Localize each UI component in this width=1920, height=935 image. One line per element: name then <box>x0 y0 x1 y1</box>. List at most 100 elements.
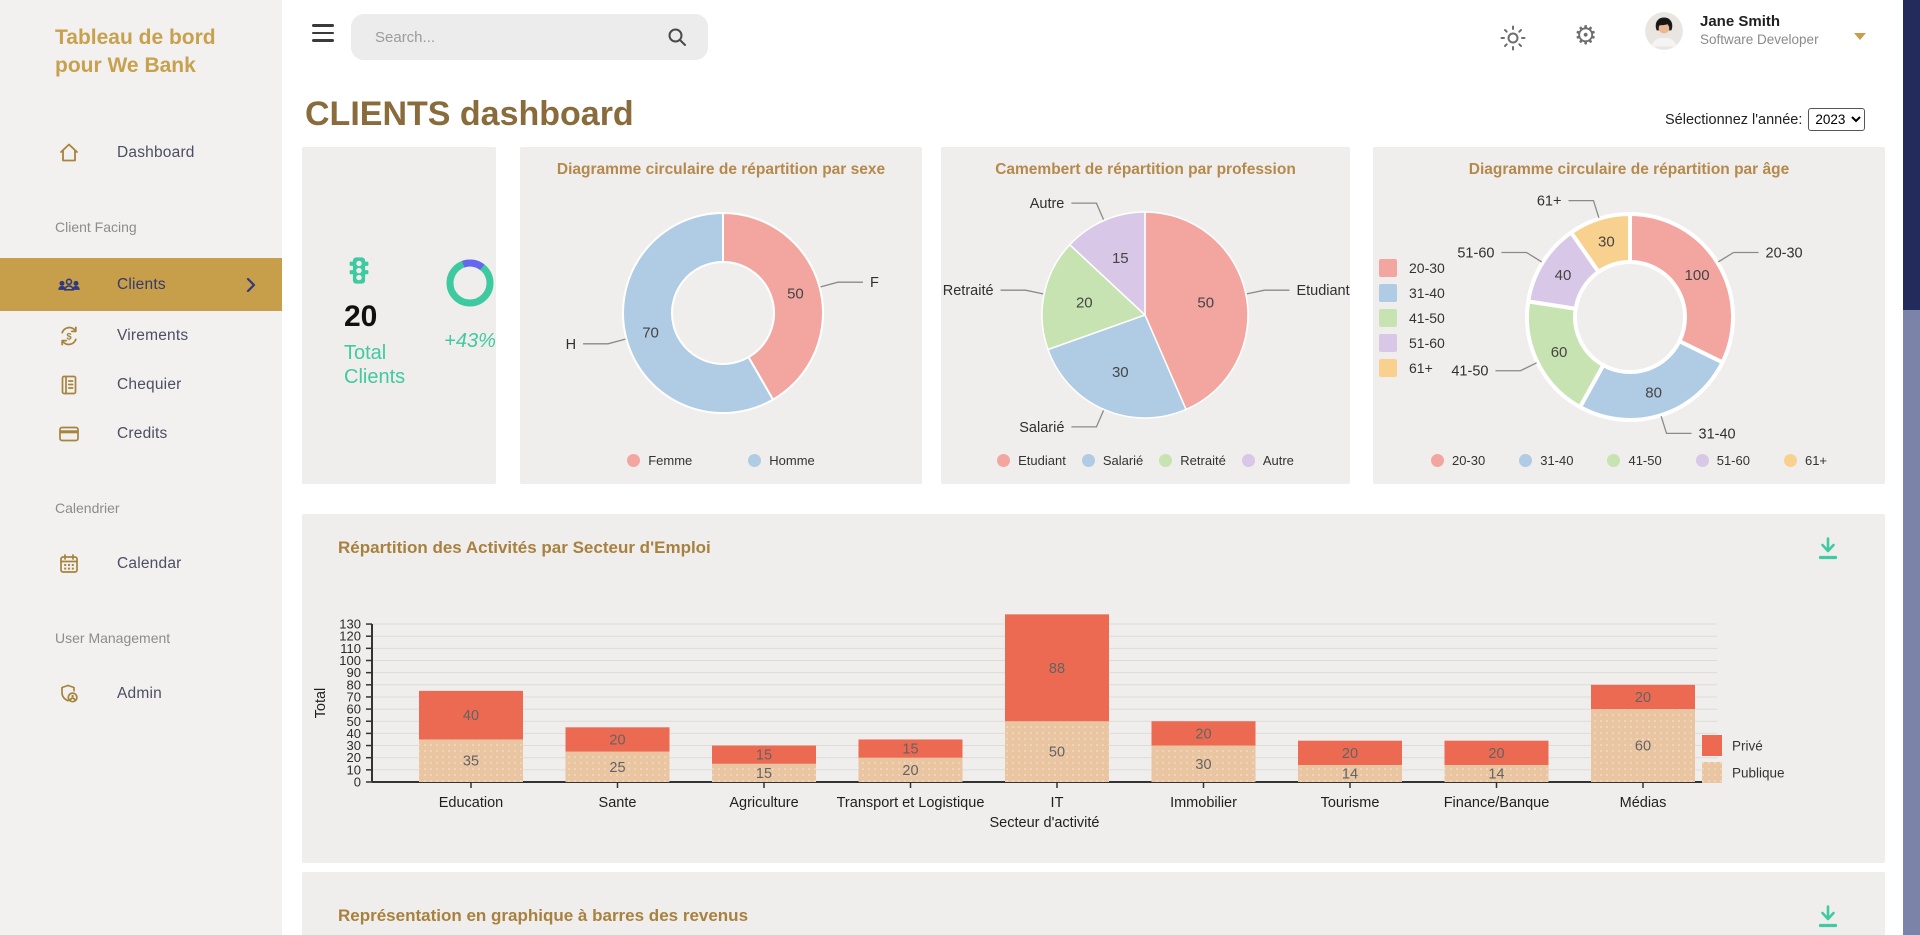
theme-toggle-sun-icon[interactable] <box>1500 25 1526 56</box>
stat-right-column: +43% <box>444 255 496 389</box>
avatar[interactable] <box>1645 12 1683 50</box>
donut-chart-age: 100 20-30 80 31-40 60 41-50 40 51-60 30 61+ <box>1451 194 1803 443</box>
legend-swatch <box>1379 259 1397 277</box>
svg-text:61+: 61+ <box>1537 194 1562 210</box>
download-icon[interactable] <box>1817 904 1839 935</box>
svg-text:70: 70 <box>642 324 659 341</box>
svg-text:30: 30 <box>1112 364 1129 381</box>
svg-text:Education: Education <box>439 795 504 811</box>
chart-card-revenus: Représentation en graphique à barres des… <box>302 872 1885 935</box>
svg-text:31-40: 31-40 <box>1699 426 1736 442</box>
sidebar-item-label: Clients <box>117 275 166 293</box>
svg-text:50: 50 <box>1049 745 1065 761</box>
search-input[interactable] <box>375 14 635 60</box>
stat-left-column: 20 Total Clients <box>344 255 418 389</box>
chart-title-age: Diagramme circulaire de répartition par … <box>1468 161 1790 178</box>
legend-item: 20-30 <box>1430 453 1485 468</box>
legend-item: Retraité <box>1159 453 1226 468</box>
legend-dot <box>1695 454 1709 467</box>
sidebar-section-calendrier: Calendrier <box>55 500 120 517</box>
scrollbar-thumb[interactable] <box>1903 0 1920 310</box>
chart-title-secteurs: Répartition des Activités par Secteur d'… <box>338 538 711 557</box>
svg-text:60: 60 <box>347 702 361 717</box>
svg-text:40: 40 <box>347 726 361 741</box>
legend-item: Salarié <box>1081 453 1143 468</box>
sidebar-item-virements[interactable]: $ Virements <box>0 311 282 360</box>
svg-text:Sante: Sante <box>599 795 637 811</box>
svg-text:20: 20 <box>1488 746 1504 762</box>
svg-text:Autre: Autre <box>1030 196 1065 212</box>
svg-text:35: 35 <box>463 754 479 770</box>
sidebar-item-dashboard[interactable]: Dashboard <box>0 128 282 177</box>
legend-item: 61+ <box>1783 453 1827 468</box>
legend-dot <box>748 454 762 467</box>
total-clients-label: Total Clients <box>344 342 406 388</box>
svg-text:Total: Total <box>313 688 329 719</box>
svg-text:130: 130 <box>339 617 361 632</box>
svg-text:Médias: Médias <box>1620 795 1667 811</box>
legend-dot <box>1159 454 1173 467</box>
legend-item: 61+ <box>1379 359 1445 377</box>
search-bar <box>351 14 708 60</box>
donut-chart-sexe: 50 F 70 H <box>566 212 879 414</box>
main-content: ⚙ Jane Smith Software Developer CLIENTS … <box>282 0 1903 935</box>
legend-item: 51-60 <box>1379 334 1445 352</box>
svg-text:80: 80 <box>347 677 361 692</box>
svg-text:Publique: Publique <box>1732 766 1785 781</box>
scrollbar-track[interactable] <box>1903 0 1920 935</box>
svg-text:88: 88 <box>1049 661 1065 677</box>
year-select-label: Sélectionnez l'année: <box>1665 111 1803 128</box>
svg-text:30: 30 <box>1598 234 1615 251</box>
svg-text:Salarié: Salarié <box>1019 420 1064 436</box>
svg-text:Tourisme: Tourisme <box>1321 795 1380 811</box>
sidebar-item-admin[interactable]: Admin <box>0 669 282 718</box>
svg-text:15: 15 <box>756 748 772 764</box>
sidebar-item-label: Virements <box>117 326 189 344</box>
svg-text:40: 40 <box>1555 267 1572 284</box>
svg-text:20: 20 <box>1195 726 1211 742</box>
user-menu[interactable]: Jane Smith Software Developer <box>1700 13 1819 47</box>
svg-text:0: 0 <box>354 775 361 790</box>
chart-title-sexe: Diagramme circulaire de répartition par … <box>556 161 886 178</box>
search-icon[interactable] <box>666 26 688 53</box>
svg-text:20-30: 20-30 <box>1766 245 1803 261</box>
sidebar-item-label: Calendar <box>117 554 182 572</box>
sidebar-item-clients[interactable]: Clients <box>0 258 282 312</box>
chart-legend: 20-30 31-40 41-50 51-60 61+ <box>1373 453 1885 468</box>
legend-dot <box>1081 454 1095 467</box>
year-select[interactable]: 2023 <box>1808 108 1866 131</box>
legend-swatch <box>1379 359 1397 377</box>
chevron-down-icon[interactable] <box>1854 33 1866 40</box>
svg-text:50: 50 <box>347 714 361 729</box>
svg-text:120: 120 <box>339 629 361 644</box>
stat-card-total-clients: 20 Total Clients +43% <box>302 147 496 484</box>
legend-swatch <box>1379 309 1397 327</box>
svg-text:30: 30 <box>347 738 361 753</box>
user-name: Jane Smith <box>1700 13 1781 30</box>
legend-item: Homme <box>748 453 815 468</box>
user-role: Software Developer <box>1700 32 1819 47</box>
svg-text:Immobilier: Immobilier <box>1170 795 1237 811</box>
traffic-light-icon <box>344 257 374 291</box>
settings-gear-icon[interactable]: ⚙ <box>1574 20 1598 50</box>
sidebar-item-chequier[interactable]: Chequier <box>0 360 282 409</box>
hamburger-menu-icon[interactable] <box>312 24 334 42</box>
legend-dot <box>1430 454 1444 467</box>
chart-title-profession: Camembert de répartition par profession <box>995 161 1296 178</box>
svg-text:Etudiant: Etudiant <box>1296 283 1349 299</box>
legend-item: 41-50 <box>1379 309 1445 327</box>
svg-text:20: 20 <box>1635 690 1651 706</box>
svg-text:40: 40 <box>463 708 479 724</box>
sidebar-item-credits[interactable]: Credits <box>0 409 282 458</box>
clients-growth-percent: +43% <box>444 330 496 352</box>
chart-card-sexe: Diagramme circulaire de répartition par … <box>520 147 922 484</box>
download-icon[interactable] <box>1817 536 1839 567</box>
chart-legend: Etudiant Salarié Retraité Autre <box>941 453 1350 468</box>
sidebar-item-calendar[interactable]: Calendar <box>0 539 282 588</box>
svg-text:15: 15 <box>902 742 918 758</box>
svg-text:20: 20 <box>609 732 625 748</box>
legend-item: 41-50 <box>1607 453 1662 468</box>
legend-dot <box>997 454 1011 467</box>
svg-text:50: 50 <box>787 286 804 303</box>
svg-text:20: 20 <box>1342 746 1358 762</box>
